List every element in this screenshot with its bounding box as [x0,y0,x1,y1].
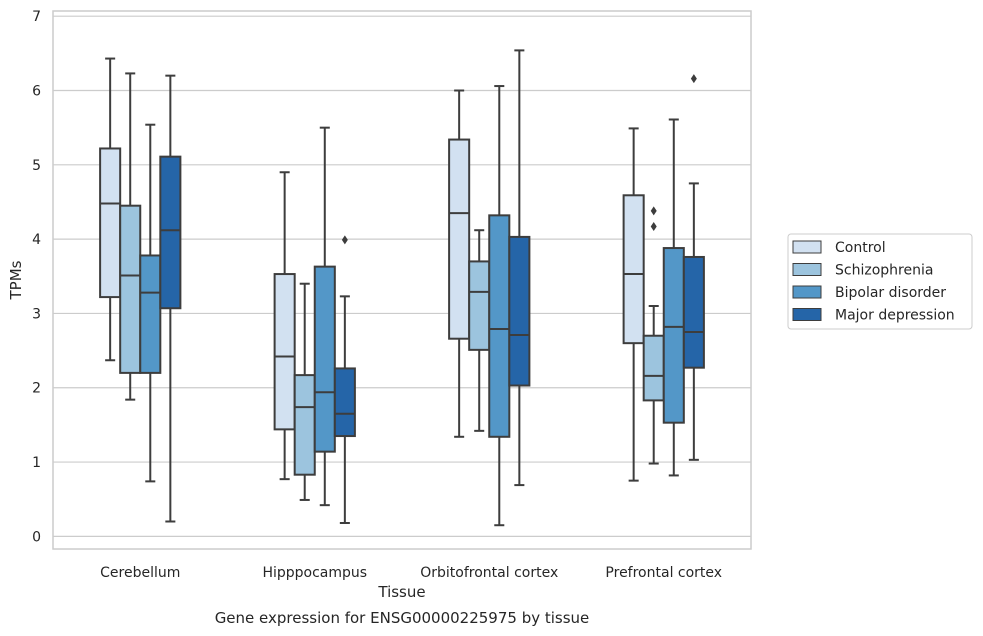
y-axis-title: TPMs [7,260,25,300]
y-tick-label: 3 [32,306,41,322]
y-tick-label: 4 [32,232,41,248]
y-tick-labels: 0 1 2 3 4 5 6 7 [32,9,41,545]
box-iqr [139,254,162,374]
series-major-depression [159,49,705,524]
legend-frame [787,233,973,330]
legend-entry-label: Bipolar disorder [835,285,946,301]
box-iqr [622,194,645,345]
outlier-point [650,206,657,216]
box-iqr [273,273,296,431]
legend-swatch [792,263,822,276]
y-tick-label: 2 [32,381,41,397]
box-major-depression-0 [159,74,182,523]
box-schizophrenia-3 [642,206,665,465]
box-bipolar-disorder-1 [313,126,336,507]
box-iqr [293,374,316,476]
x-axis-title: Tissue [377,583,425,601]
box-iqr [508,235,531,387]
box-major-depression-2 [508,49,531,487]
series-control [99,57,645,482]
x-tick-label: Orbitofrontal cortex [420,565,558,581]
box-major-depression-3 [682,74,705,461]
box-iqr [468,260,491,351]
box-iqr [662,247,685,424]
y-tick-label: 5 [32,158,41,174]
box-bipolar-disorder-3 [662,118,685,477]
legend-swatch [792,285,822,299]
y-tick-label: 7 [32,9,41,25]
chart-caption: Gene expression for ENSG00000225975 by t… [215,609,590,627]
y-tick-label: 0 [32,529,41,545]
y-tick-label: 6 [32,84,41,100]
legend-entry-label: Control [835,240,886,256]
box-bipolar-disorder-2 [488,85,511,527]
box-schizophrenia-1 [293,282,316,501]
legend-entry-label: Major depression [835,308,955,324]
box-control-2 [448,89,471,438]
legend: Control Schizophrenia Bipolar disorder Majo… [787,233,973,330]
outlier-point [650,221,657,231]
plot-area-frame [52,10,752,550]
x-tick-label: Hipppocampus [262,565,367,581]
legend-swatch [792,240,822,254]
box-schizophrenia-2 [468,229,491,432]
box-bipolar-disorder-0 [139,123,162,483]
box-iqr [448,138,471,340]
box-iqr [642,334,665,402]
box-schizophrenia-0 [119,72,142,401]
x-tick-label: Prefrontal cortex [605,565,722,581]
box-iqr [333,367,356,438]
legend-swatch [792,308,822,321]
box-control-0 [99,57,122,362]
legend-entry-label: Schizophrenia [835,263,933,279]
series-bipolar-disorder [139,85,685,527]
outlier-point [690,74,697,84]
box-iqr [682,255,705,369]
box-iqr [119,204,142,374]
y-tick-label: 1 [32,455,41,471]
box-control-1 [273,171,296,481]
box-iqr [99,147,122,299]
x-tick-labels: Cerebellum Hipppocampus Orbitofrontal cort… [100,565,722,581]
outlier-point [341,235,348,245]
box-iqr [488,214,511,438]
box-iqr [313,265,336,453]
box-control-3 [622,127,645,482]
box-major-depression-1 [333,235,356,524]
x-tick-label: Cerebellum [100,565,180,581]
box-series-group [99,49,705,527]
box-iqr [159,155,182,310]
series-schizophrenia [119,72,665,501]
